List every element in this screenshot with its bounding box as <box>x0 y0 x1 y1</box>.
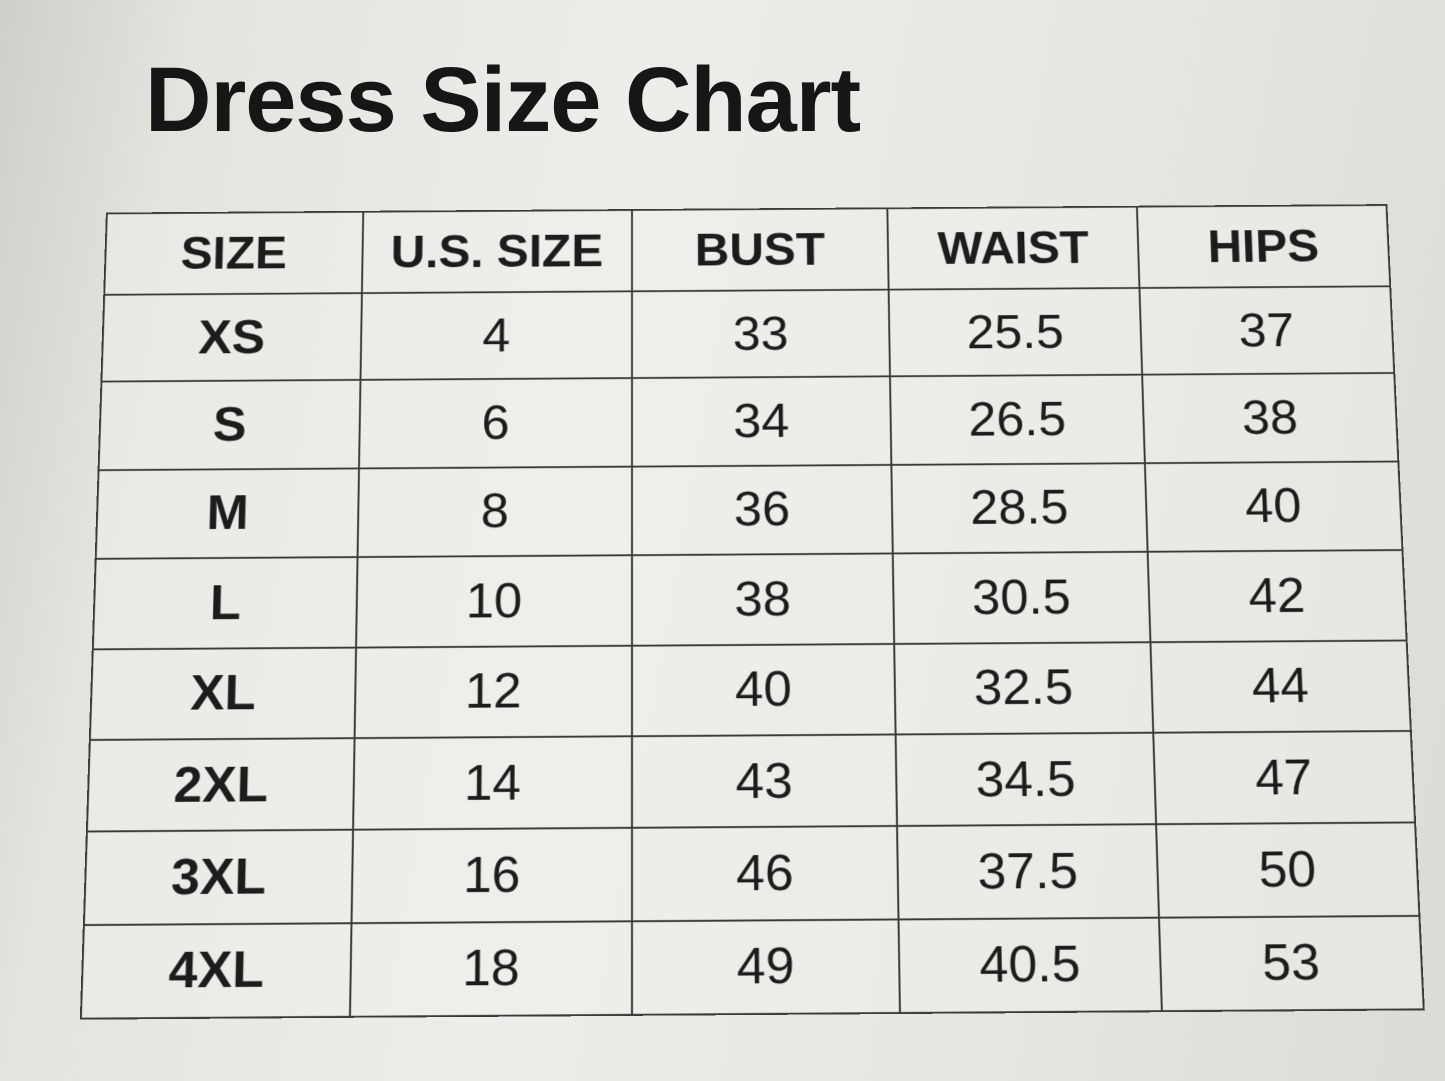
table-cell: 44 <box>1150 640 1411 733</box>
table-cell: XL <box>89 647 356 740</box>
table-cell: S <box>98 380 361 470</box>
table-cell: 42 <box>1147 550 1407 642</box>
table-cell: 16 <box>351 828 632 923</box>
table-row: 3XL 16 46 37.5 50 <box>83 822 1420 925</box>
table-cell: 28.5 <box>891 462 1148 554</box>
table-cell: 43 <box>631 734 898 829</box>
table-cell: 37 <box>1139 286 1395 375</box>
table-row: 2XL 14 43 34.5 47 <box>86 730 1416 832</box>
table-cell: 25.5 <box>888 287 1143 377</box>
table-cell: 40.5 <box>898 917 1162 1013</box>
size-chart-table-container: SIZE U.S. SIZE BUST WAIST HIPS XS 4 33 25.5 37 S 6… <box>79 204 1425 1020</box>
table-cell: 10 <box>355 555 632 648</box>
table-row: L 10 38 30.5 42 <box>92 550 1407 649</box>
table-cell: 53 <box>1159 915 1424 1012</box>
table-cell: 30.5 <box>892 551 1151 644</box>
table-cell: 40 <box>1144 461 1403 552</box>
table-cell: 34.5 <box>895 732 1157 827</box>
column-header: WAIST <box>887 206 1140 290</box>
table-row: XL 12 40 32.5 44 <box>89 640 1411 740</box>
table-row: S 6 34 26.5 38 <box>98 373 1399 470</box>
table-row: XS 4 33 25.5 37 <box>101 286 1395 382</box>
table-cell: 14 <box>352 736 632 830</box>
table-cell: 38 <box>1142 373 1399 463</box>
table-cell: 47 <box>1153 730 1416 825</box>
table-cell: 49 <box>631 919 901 1015</box>
column-header: BUST <box>631 208 889 292</box>
table-cell: 8 <box>357 466 632 558</box>
table-cell: 32.5 <box>894 641 1154 735</box>
table-row: M 8 36 28.5 40 <box>95 461 1403 559</box>
column-header: HIPS <box>1137 205 1391 288</box>
table-header-row: SIZE U.S. SIZE BUST WAIST HIPS <box>104 205 1391 295</box>
table-cell: 33 <box>631 289 891 379</box>
table-cell: 50 <box>1156 822 1420 918</box>
table-cell: 46 <box>631 826 899 921</box>
table-cell: 38 <box>631 553 895 646</box>
table-cell: 26.5 <box>890 374 1145 465</box>
table-cell: 3XL <box>83 829 353 925</box>
table-row: 4XL 18 49 40.5 53 <box>80 915 1424 1019</box>
table-cell: 34 <box>631 376 892 467</box>
table-cell: 36 <box>631 464 893 556</box>
table-cell: XS <box>101 293 362 382</box>
column-header: SIZE <box>104 211 363 295</box>
table-cell: 4 <box>360 291 632 381</box>
table-cell: 40 <box>631 643 896 737</box>
table-cell: M <box>95 468 359 559</box>
table-cell: 6 <box>358 378 632 469</box>
table-cell: 4XL <box>80 922 352 1019</box>
table-cell: L <box>92 557 358 649</box>
table-cell: 37.5 <box>897 824 1160 920</box>
table-cell: 2XL <box>86 738 355 832</box>
column-header: U.S. SIZE <box>361 209 632 294</box>
table-cell: 12 <box>354 645 632 739</box>
page-title: Dress Size Chart <box>145 49 861 151</box>
size-chart-table: SIZE U.S. SIZE BUST WAIST HIPS XS 4 33 25.5 37 S 6… <box>79 204 1425 1020</box>
table-cell: 18 <box>349 920 632 1017</box>
